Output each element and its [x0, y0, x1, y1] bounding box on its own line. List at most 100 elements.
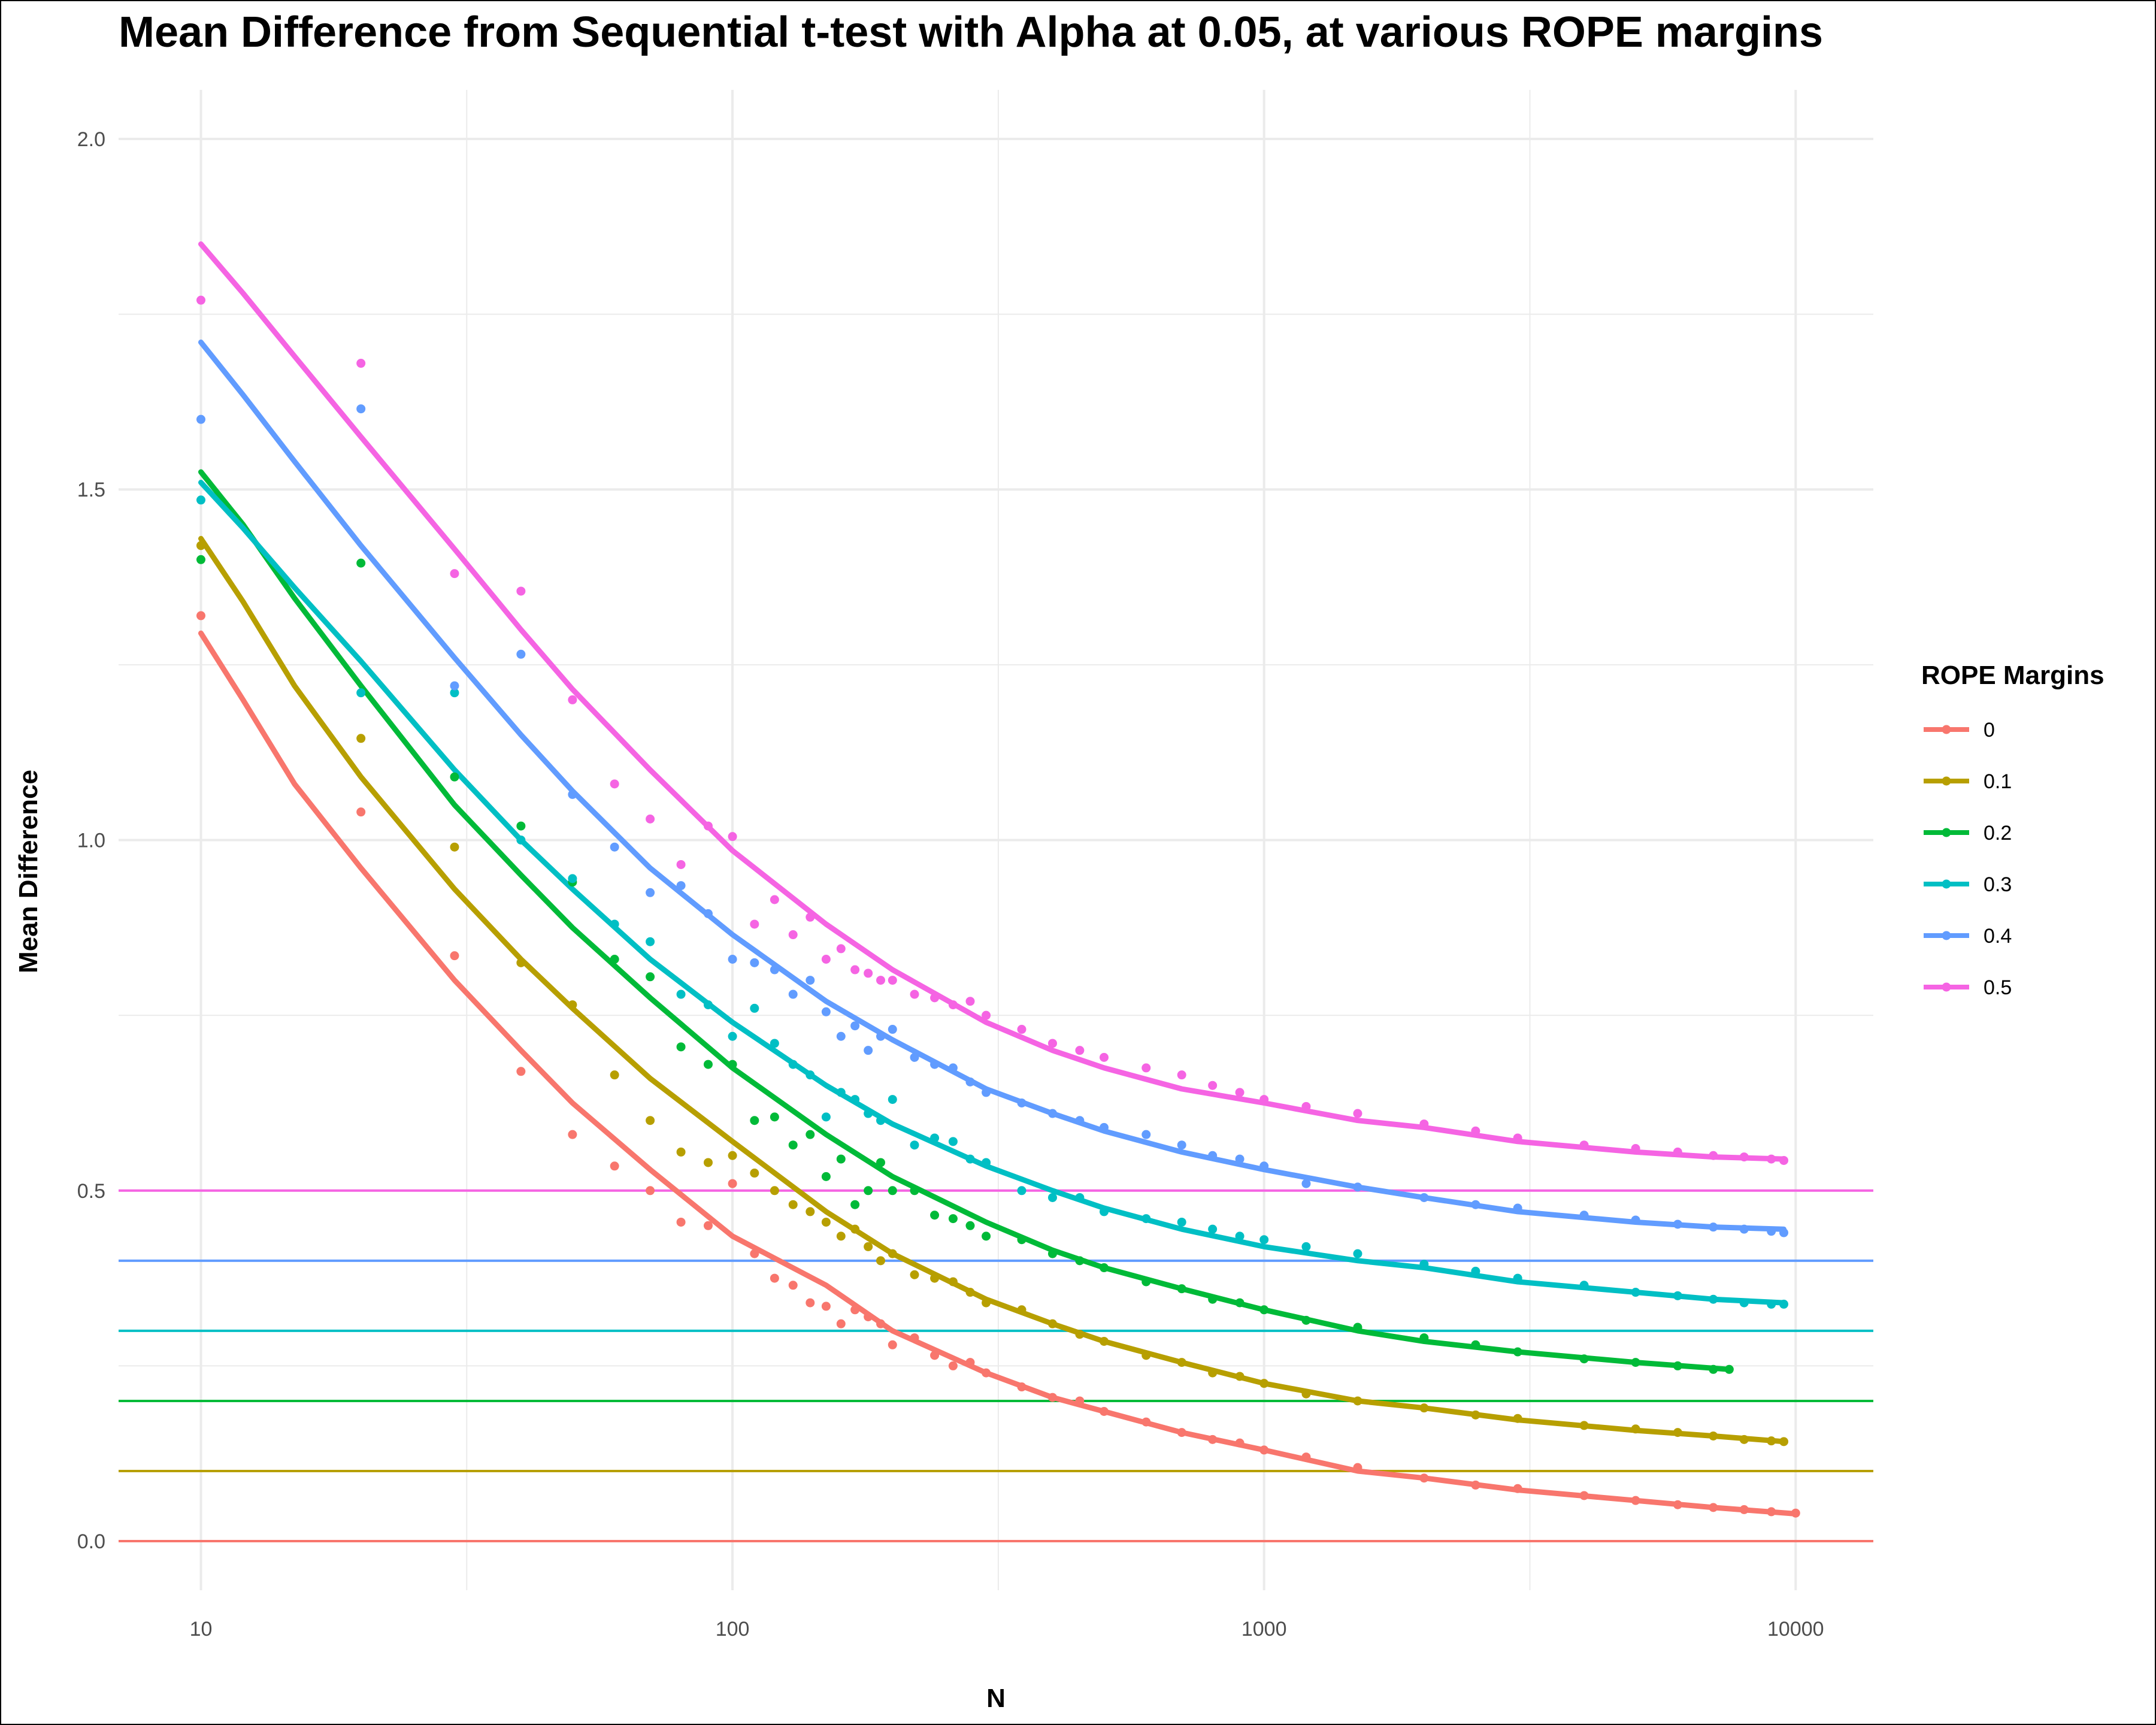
data-point [770, 1186, 779, 1196]
data-point [876, 1116, 886, 1125]
data-point [356, 359, 366, 368]
data-point [196, 541, 205, 550]
data-point [516, 821, 526, 831]
y-axis-ticks: 0.0 0.5 1.0 1.5 2.0 [77, 128, 105, 1553]
data-point [1075, 1256, 1085, 1266]
data-point [1235, 1231, 1244, 1241]
data-point [1471, 1266, 1480, 1276]
data-point [1513, 1273, 1522, 1283]
data-point [1259, 1305, 1269, 1315]
data-point [1513, 1414, 1522, 1423]
data-point [821, 1112, 831, 1122]
fitted-curve [198, 630, 1798, 1517]
data-point [982, 1088, 991, 1097]
data-point [1208, 1294, 1218, 1304]
y-tick-label: 0.0 [77, 1530, 105, 1553]
data-point [1100, 1263, 1109, 1273]
data-point [788, 989, 798, 999]
data-point [1017, 1235, 1026, 1245]
data-point [1075, 1046, 1085, 1055]
data-point [1177, 1358, 1186, 1367]
data-point [356, 807, 366, 817]
data-point [910, 989, 919, 999]
data-point [948, 1137, 958, 1146]
data-point [836, 1154, 846, 1164]
data-point [1301, 1315, 1311, 1325]
data-point [750, 958, 759, 967]
data-point [568, 1130, 577, 1139]
data-point [864, 1109, 873, 1118]
legend-key-point [1942, 776, 1951, 786]
y-tick-label: 2.0 [77, 128, 105, 151]
data-point [1353, 1396, 1362, 1406]
data-point [1235, 1438, 1244, 1448]
x-axis-title: N [986, 1684, 1006, 1713]
data-point [1177, 1140, 1186, 1150]
data-point [1075, 1330, 1085, 1339]
data-point [450, 569, 459, 579]
data-point [850, 1095, 860, 1104]
data-point [1208, 1368, 1218, 1378]
data-point [948, 1277, 958, 1287]
data-point [1709, 1503, 1718, 1512]
data-point [750, 1249, 759, 1258]
x-tick-label: 100 [716, 1618, 750, 1641]
data-point [1739, 1224, 1749, 1234]
data-point [1419, 1403, 1429, 1413]
data-point [948, 1361, 958, 1370]
data-point [1631, 1496, 1640, 1505]
data-point [1739, 1435, 1749, 1444]
data-point [1471, 1200, 1480, 1209]
rope-reference-lines [119, 1189, 1873, 1543]
data-point [1177, 1428, 1186, 1438]
data-point [965, 1221, 975, 1230]
data-point [1353, 1182, 1362, 1192]
data-point [1579, 1210, 1589, 1220]
data-point [1259, 1161, 1269, 1171]
data-point [850, 1224, 860, 1234]
data-point [1208, 1435, 1218, 1444]
data-point [196, 414, 205, 424]
data-point [703, 1158, 713, 1167]
legend-label: 0.3 [1984, 873, 2012, 896]
data-point [728, 1031, 737, 1041]
data-point [676, 1217, 686, 1227]
fitted-curve [198, 339, 1786, 1232]
data-point [356, 688, 366, 698]
data-point [1419, 1333, 1429, 1343]
data-point [676, 860, 686, 869]
data-point [610, 919, 619, 929]
data-point [1673, 1500, 1682, 1509]
data-point [676, 989, 686, 999]
data-point [728, 1151, 737, 1160]
data-point [728, 832, 737, 842]
y-tick-label: 0.5 [77, 1180, 105, 1203]
data-point [982, 1368, 991, 1378]
data-point [1471, 1340, 1480, 1349]
y-tick-label: 1.5 [77, 479, 105, 501]
legend-label: 0.5 [1984, 976, 2012, 999]
data-point [1017, 1025, 1026, 1034]
data-point [1419, 1193, 1429, 1202]
data-point [1141, 1417, 1151, 1427]
data-point [646, 972, 655, 982]
data-point [1235, 1372, 1244, 1381]
data-point [1047, 1039, 1057, 1048]
data-point [196, 495, 205, 505]
data-point [1673, 1147, 1682, 1157]
data-point [1047, 1109, 1057, 1118]
data-point [646, 1116, 655, 1125]
data-point [1767, 1227, 1776, 1236]
data-point [888, 976, 897, 985]
data-point [516, 958, 526, 967]
legend-label: 0.2 [1984, 822, 2012, 845]
data-point [1779, 1228, 1789, 1237]
data-point [876, 1031, 886, 1041]
data-point [1100, 1336, 1109, 1346]
data-point [864, 1312, 873, 1321]
data-point [568, 1000, 577, 1010]
data-point [1673, 1361, 1682, 1370]
data-point [1141, 1351, 1151, 1360]
data-point [516, 586, 526, 596]
data-point [516, 836, 526, 845]
